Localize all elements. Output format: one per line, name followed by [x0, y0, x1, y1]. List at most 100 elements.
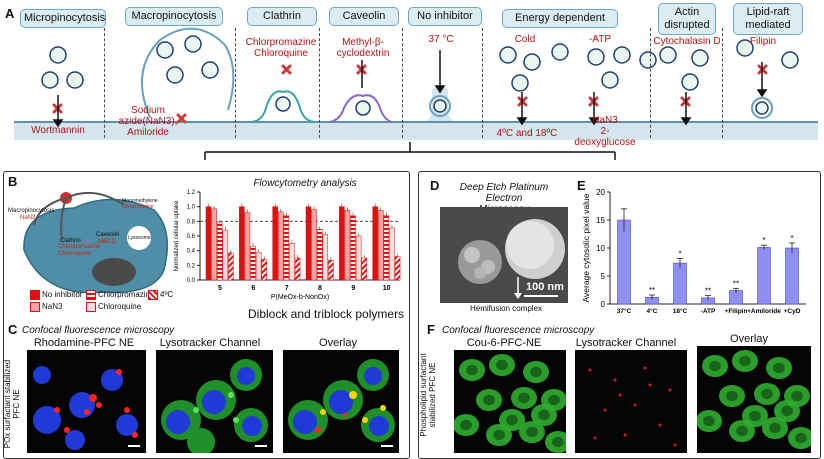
label-mono-agent: Glycerylamine: [122, 204, 154, 210]
y-tick-label: 0.0: [187, 278, 196, 284]
micrograph-lysotracker: [156, 350, 273, 453]
lysotracker-spot: [623, 433, 627, 437]
bar: [673, 262, 687, 305]
lysotracker-spot: [603, 408, 607, 412]
cell-nucleus: [726, 390, 738, 402]
bar: [239, 206, 245, 281]
agent-atp: -ATP: [588, 34, 612, 45]
nanoparticles: [41, 35, 799, 116]
filipin-vesicle: [751, 97, 773, 119]
bar: [355, 235, 362, 281]
cell-nucleus: [460, 419, 472, 431]
cell-nucleus: [795, 432, 807, 444]
separator: [235, 28, 236, 138]
agent-clathrin: Chlorpromazine Chloroquine: [245, 37, 317, 59]
bar: [294, 257, 301, 281]
tab-clathrin: Clathrin: [247, 7, 317, 26]
panel-label-f: F: [427, 322, 435, 337]
y-axis-label: Normalized cellular uptake: [174, 200, 180, 271]
electron-micrograph: 100 nm: [440, 207, 568, 303]
bar: [378, 210, 384, 281]
bar: [785, 247, 799, 305]
micrograph-rhodamine: [27, 350, 146, 453]
bar: [372, 206, 378, 281]
separator: [319, 28, 320, 138]
significance-mark: *: [678, 250, 681, 259]
panel-c-col-3: Overlay: [319, 337, 357, 349]
bar: [617, 219, 631, 305]
cell-nucleus: [749, 410, 761, 422]
panel-f-col-3: Overlay: [730, 333, 768, 345]
y-tick-label: 0: [601, 300, 606, 309]
x-tick-label: 7: [285, 285, 289, 292]
x-tick-label: +CyD: [784, 308, 801, 315]
no-inhibitor-vesicle: [429, 95, 451, 117]
panel-label-a: A: [5, 6, 15, 21]
lysotracker-spot: [618, 393, 622, 397]
caveolin-pit: [329, 94, 393, 123]
lysotracker-spot: [633, 403, 637, 407]
cell-nucleus: [526, 426, 538, 438]
separator: [722, 28, 723, 138]
bar: [261, 259, 267, 281]
agent-cold: Cold: [514, 34, 536, 45]
bar: [316, 229, 323, 281]
x-tick-label: +Filipin: [725, 308, 748, 315]
micrograph-overlay: [283, 350, 399, 453]
legend-chlorpromazine: Chlorpromazine: [98, 290, 155, 299]
chart-b: 0.0 0.2 0.4 0.6 0.8 1.0 1.2 5 6 7 8 9 10 Normalized c…: [174, 190, 401, 301]
legend-swatch-4c: [148, 290, 158, 300]
bar: [394, 256, 401, 281]
cell-nucleus: [483, 394, 495, 406]
y-axis-label: Average cytosolic pixel value: [581, 193, 591, 302]
micrograph-cou6: [454, 350, 566, 453]
bar: [205, 206, 212, 281]
significance-mark: *: [762, 236, 765, 245]
lysotracker-spot: [643, 366, 647, 370]
agent-cold-temps: 4ºC and 18ºC: [496, 128, 558, 139]
agent-wortmannin: Wortmannin: [31, 125, 85, 136]
cell-nucleus: [493, 429, 505, 441]
x-axis-label: P(MeOx-b-NonOx): [271, 294, 329, 301]
x-tick-label: 6: [251, 285, 255, 292]
panel-c-side-label: POx surfactant stabilized PFC NE: [3, 359, 21, 449]
panel-f-title: Confocal fluorescence microscopy: [442, 325, 595, 336]
lysotracker-spot: [648, 383, 652, 387]
agent-sodium-azide: Sodium azide(NaN3), Amiloride: [118, 105, 178, 138]
cell-nucleus: [736, 425, 748, 437]
panel-label-b: B: [8, 174, 18, 189]
cell-membrane: [14, 85, 818, 140]
label-caveolin: Caveolin: [96, 232, 120, 238]
y-tick-label: 1.0: [187, 205, 196, 211]
legend-swatch-chlorpromazine: [86, 290, 96, 300]
y-tick-label: 20: [596, 188, 605, 197]
y-tick-label: 0.2: [187, 263, 196, 269]
panel-c-title: Confocal fluorescence microscopy: [22, 325, 175, 336]
bar: [350, 215, 356, 281]
tab-micropinocytosis: Micropinocytosis: [20, 9, 106, 28]
lysotracker-spot: [588, 368, 592, 372]
cell-nucleus: [552, 436, 564, 448]
connector-arrows: [204, 142, 616, 160]
bar: [305, 206, 312, 281]
bar: [255, 251, 262, 281]
cell-nucleus: [781, 405, 793, 417]
x-tick-label: 18°C: [673, 307, 688, 315]
panel-f-side-label: Phospholipid surfactant stabilized PFC N…: [419, 353, 437, 437]
cell-nucleus: [709, 360, 721, 372]
label-caveolin-agent: MBCD: [98, 239, 116, 245]
cell-nucleus: [518, 392, 530, 404]
chart-b-title: Flowcytometry analysis: [253, 178, 357, 189]
cell-nucleus: [703, 415, 715, 427]
significance-mark: *: [790, 234, 793, 243]
agent-temperature: 37 °C: [428, 34, 454, 45]
label-lysosome: Lysosome: [128, 235, 151, 241]
lysotracker-spot: [668, 388, 672, 392]
tab-macropinocytosis: Macropinocytosis: [125, 7, 223, 26]
bar: [328, 259, 334, 281]
panel-f-col-1: Cou-6-PFC-NE: [466, 337, 542, 349]
lysotracker-spot: [593, 436, 597, 440]
lysotracker-spot: [673, 443, 677, 447]
legend-swatch-nan3: [30, 302, 40, 312]
panel-label-d: D: [430, 178, 440, 193]
